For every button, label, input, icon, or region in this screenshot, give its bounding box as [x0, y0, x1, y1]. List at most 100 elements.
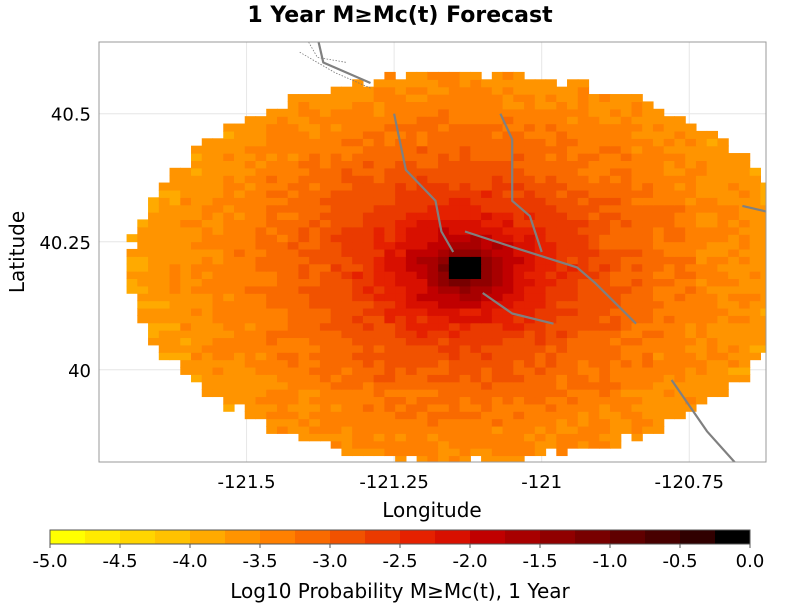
- heat-cell: [782, 278, 793, 286]
- heat-cell: [438, 330, 450, 339]
- heat-cell: [330, 145, 343, 154]
- heat-cell: [524, 389, 536, 398]
- heat-cell: [330, 256, 343, 265]
- heat-cell: [169, 263, 181, 272]
- heat-cell: [652, 366, 665, 375]
- heat-cell: [728, 226, 740, 235]
- heat-cell: [513, 307, 525, 316]
- heat-cell: [438, 189, 450, 198]
- heat-cell: [309, 138, 321, 147]
- heat-cell: [373, 425, 385, 434]
- heat-cell: [524, 425, 536, 434]
- heat-cell: [448, 352, 461, 361]
- heat-cell: [169, 285, 181, 294]
- heat-cell: [717, 204, 729, 213]
- heat-cell: [405, 307, 418, 316]
- heat-cell: [448, 425, 461, 434]
- heat-cell: [169, 322, 181, 331]
- heat-cell: [556, 241, 568, 250]
- heat-cell: [298, 322, 310, 331]
- heat-cell: [577, 418, 590, 427]
- heat-cell: [620, 389, 633, 398]
- heat-cell: [685, 167, 697, 176]
- heat-cell: [416, 300, 428, 309]
- heat-cell: [341, 307, 353, 316]
- heat-cell: [298, 108, 310, 117]
- heat-cell: [416, 108, 428, 117]
- heat-cell: [373, 94, 385, 103]
- heat-cell: [534, 86, 547, 95]
- heat-cell: [524, 418, 536, 427]
- heat-cell: [373, 175, 385, 184]
- heat-cell: [416, 241, 428, 250]
- heat-cell: [652, 153, 665, 162]
- heat-cell: [631, 94, 643, 103]
- heat-cell: [137, 226, 149, 235]
- heat-cell: [158, 307, 171, 316]
- heat-cell: [685, 138, 697, 147]
- heat-cell: [609, 425, 622, 434]
- heat-cell: [319, 381, 332, 390]
- heat-cell: [685, 300, 697, 309]
- heat-cell: [427, 248, 439, 257]
- heat-cell: [384, 337, 396, 346]
- heat-cell: [405, 344, 418, 353]
- heat-cell: [319, 116, 332, 125]
- heat-cell: [373, 182, 385, 191]
- heat-cell: [685, 204, 697, 213]
- heat-cell: [631, 403, 643, 412]
- heat-cell: [255, 344, 267, 353]
- heat-cell: [330, 418, 343, 427]
- heat-cell: [395, 271, 407, 280]
- heat-cell: [738, 293, 751, 302]
- heat-cell: [642, 234, 654, 243]
- heat-cell: [749, 212, 761, 221]
- heat-cell: [524, 167, 536, 176]
- heat-cell: [384, 241, 396, 250]
- heat-cell: [728, 153, 740, 162]
- heat-cell: [287, 248, 300, 257]
- heat-cell: [577, 403, 590, 412]
- heat-cell: [567, 160, 579, 169]
- heat-cell: [319, 263, 332, 272]
- heat-cell: [470, 241, 482, 250]
- heat-cell: [524, 271, 536, 280]
- heat-cell: [502, 226, 514, 235]
- heat-cell: [609, 226, 622, 235]
- heat-cell: [330, 219, 343, 228]
- heat-cell: [481, 411, 493, 420]
- heat-cell: [405, 440, 418, 449]
- heat-cell: [534, 145, 547, 154]
- colorbar-segment: [400, 530, 436, 544]
- heat-cell: [749, 315, 761, 324]
- heat-cell: [438, 212, 450, 221]
- heat-cell: [169, 300, 181, 309]
- heat-cell: [524, 94, 536, 103]
- heat-cell: [609, 108, 622, 117]
- heat-cell: [706, 381, 719, 390]
- heat-cell: [599, 271, 611, 280]
- heat-cell: [545, 123, 557, 132]
- heat-cell: [223, 322, 235, 331]
- heat-cell: [685, 197, 697, 206]
- heat-cell: [491, 330, 504, 339]
- heat-cell: [631, 366, 643, 375]
- heat-cell: [395, 248, 407, 257]
- heat-cell: [588, 160, 600, 169]
- heat-cell: [771, 212, 782, 220]
- heat-cell: [158, 204, 171, 213]
- heat-cell: [287, 182, 300, 191]
- heat-cell: [158, 182, 171, 191]
- heat-cell: [169, 212, 181, 221]
- heat-cell: [771, 219, 782, 227]
- heat-cell: [416, 285, 428, 294]
- heat-cell: [309, 337, 321, 346]
- heat-cell: [652, 160, 665, 169]
- heat-cell: [545, 300, 557, 309]
- heat-cell: [652, 425, 665, 434]
- heat-cell: [395, 433, 407, 442]
- heat-cell: [319, 352, 332, 361]
- heat-cell: [609, 130, 622, 139]
- heat-cell: [287, 130, 300, 139]
- heat-cell: [276, 175, 289, 184]
